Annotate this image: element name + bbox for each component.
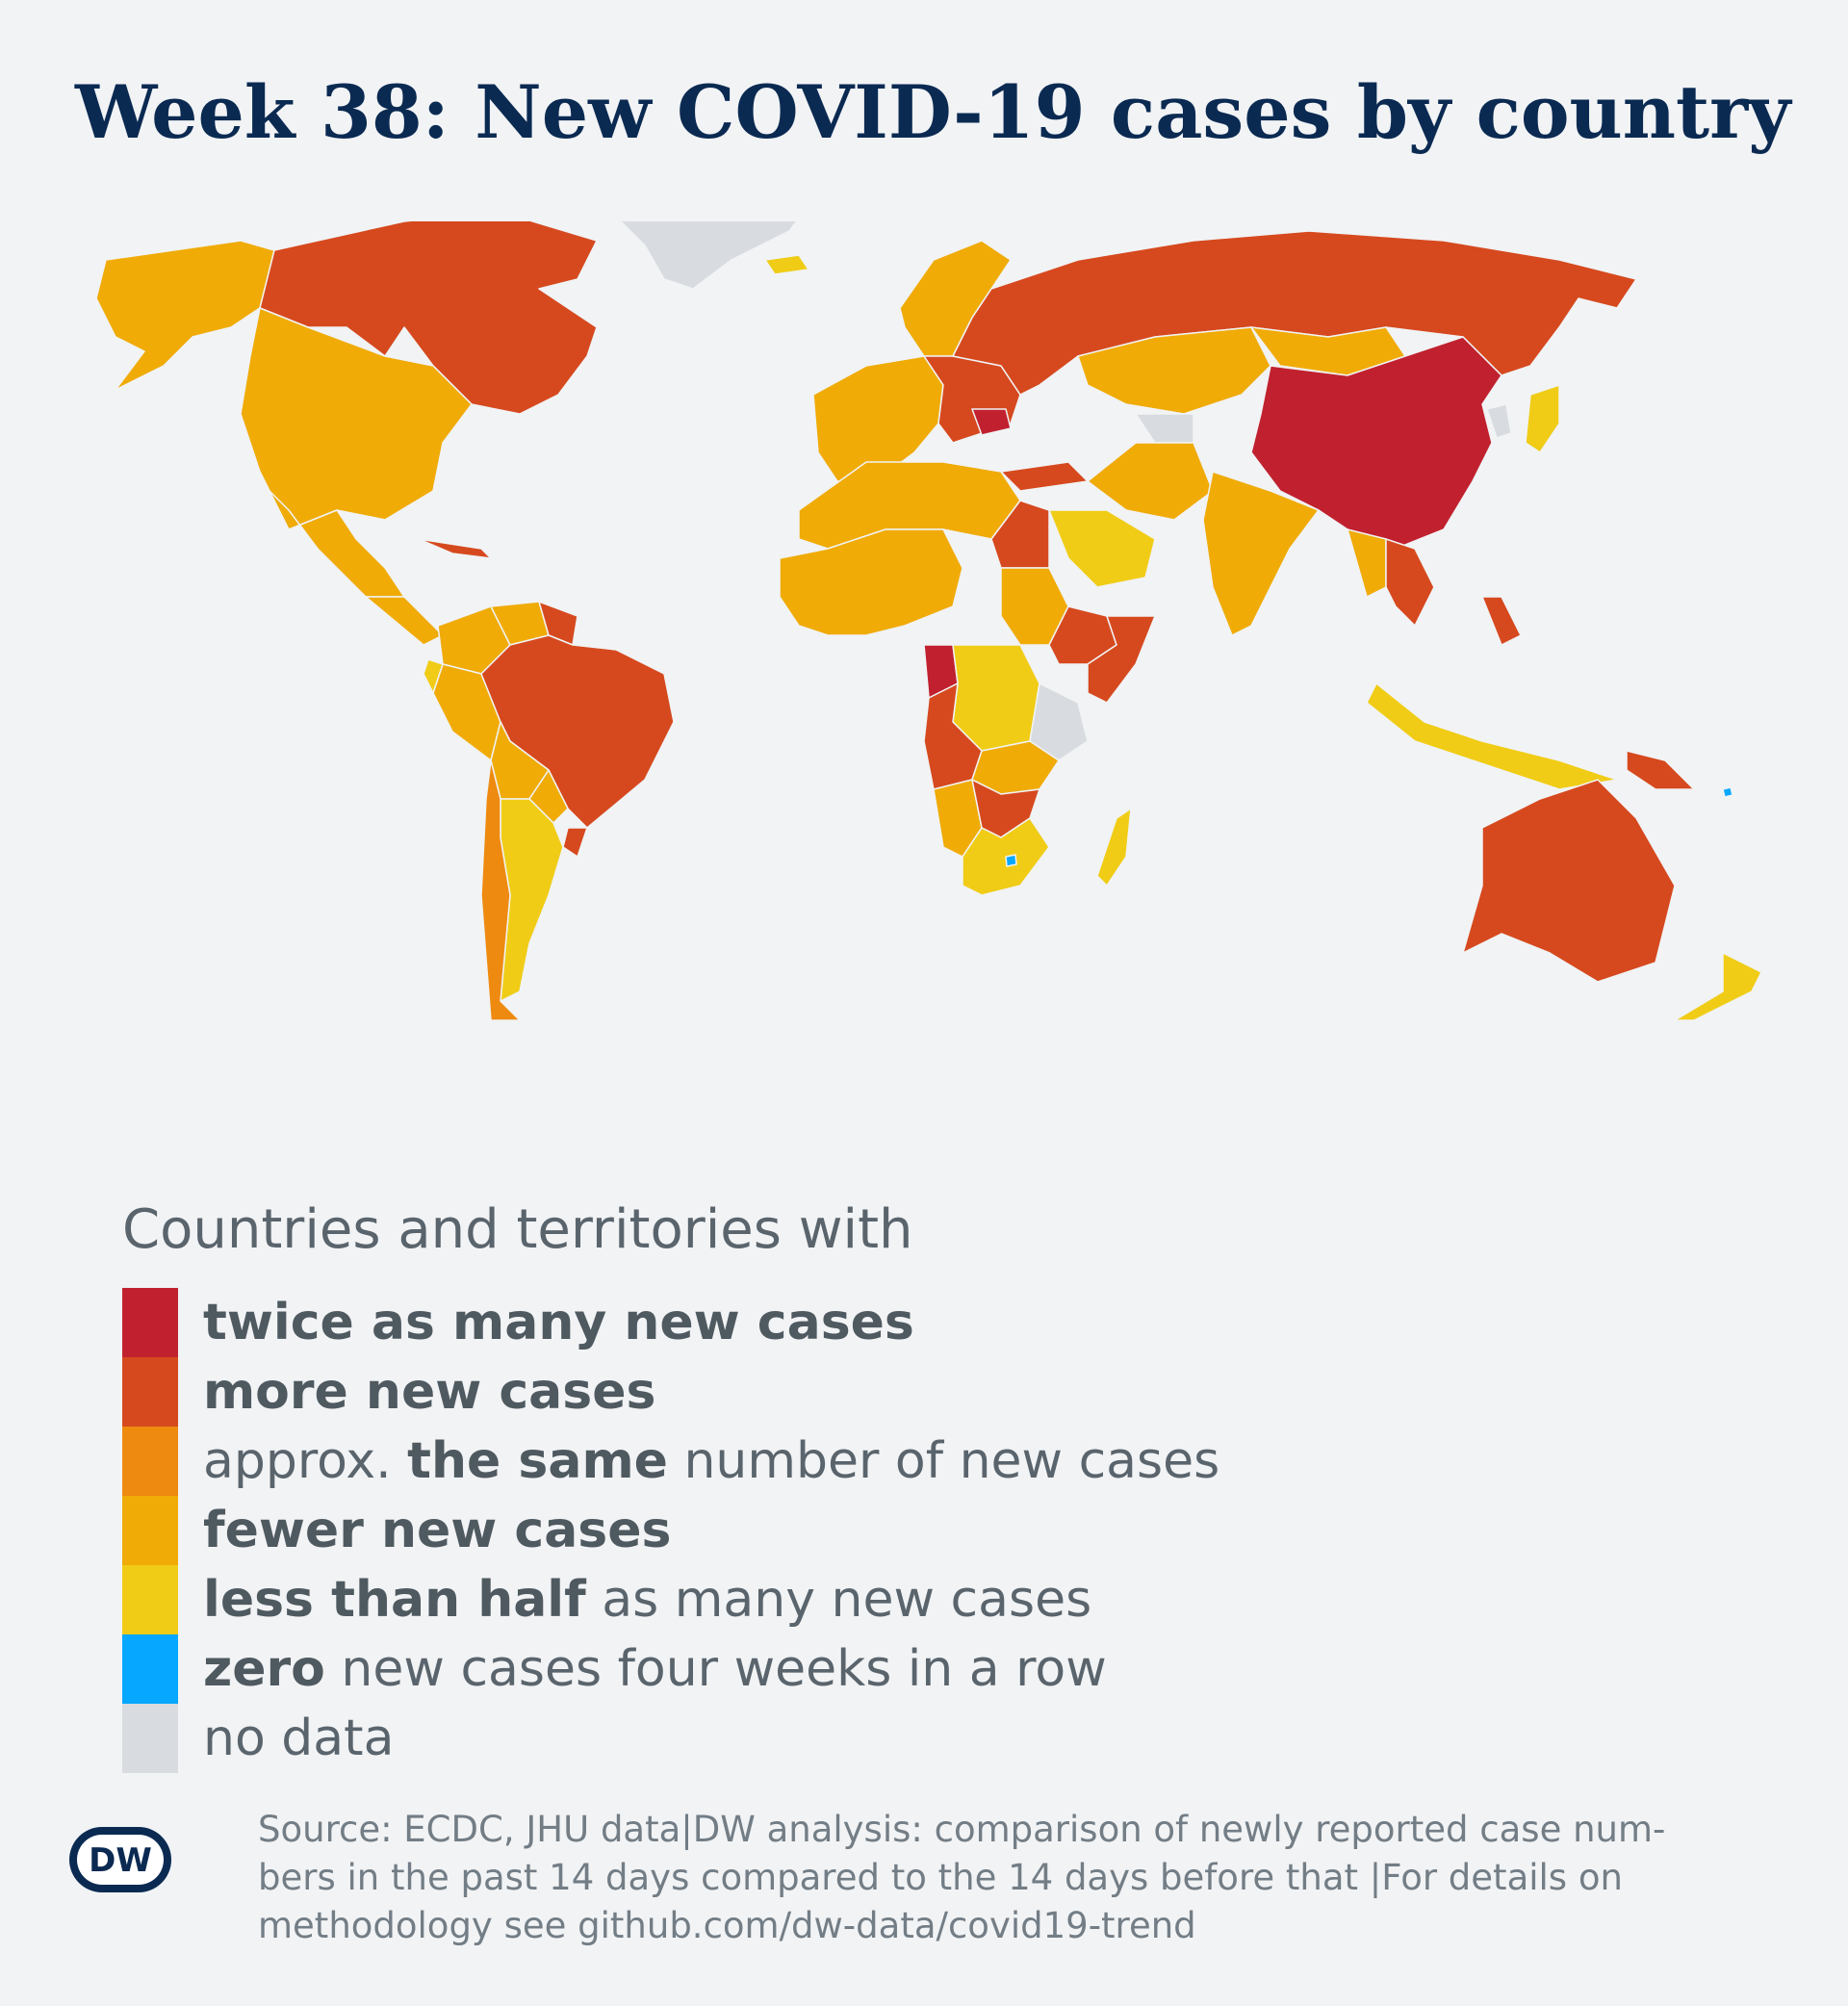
region-chile [480,759,521,1021]
legend-swatch [122,1288,178,1357]
source-line: bers in the past 14 days compared to the… [258,1857,1623,1898]
region-india [1202,471,1320,636]
region-somalia [1087,615,1156,704]
legend-label: fewer new cases [203,1502,672,1559]
chart-title: Week 38: New COVID-19 cases by country [75,69,1791,155]
region-russia [952,230,1637,396]
region-alaska [95,240,275,391]
region-west-africa [779,528,963,636]
legend-item-more: more new cases [122,1357,1219,1427]
legend-item-less-half: less than half as many new cases [122,1565,1219,1634]
region-madagascar [1096,808,1132,887]
region-romania [971,408,1012,436]
legend: twice as many new cases more new cases app… [122,1288,1219,1773]
region-philippines [1481,596,1522,646]
region-myanmar [1347,528,1387,598]
region-australia [1462,779,1676,983]
legend-label: zero new cases four weeks in a row [203,1640,1107,1698]
region-western-europe [812,355,944,482]
legend-item-no-data: no data [122,1704,1219,1773]
legend-swatch [122,1427,178,1496]
legend-heading: Countries and territories with [122,1198,913,1261]
legend-label: no data [203,1710,395,1767]
region-canada [259,221,598,415]
legend-item-zero: zero new cases four weeks in a row [122,1634,1219,1704]
legend-label: more new cases [203,1363,656,1421]
legend-swatch [122,1565,178,1634]
region-united-states [240,307,473,530]
region-turkey [1000,461,1089,492]
region-iceland [764,254,809,275]
region-cuba [418,538,492,559]
legend-swatch [122,1704,178,1773]
region-greenland [619,221,798,290]
legend-item-twice: twice as many new cases [122,1288,1219,1357]
legend-item-fewer: fewer new cases [122,1496,1219,1565]
region-central-america [365,596,444,646]
source-line: methodology see github.com/dw-data/covid… [258,1905,1196,1946]
region-papua-new-guinea [1626,750,1695,790]
legend-label: twice as many new cases [203,1294,914,1351]
region-saudi-arabia [1048,509,1156,588]
source-line: Source: ECDC, JHU data|DW analysis: comp… [258,1809,1666,1850]
region-lesotho [1005,854,1017,867]
legend-label: less than half as many new cases [203,1571,1092,1629]
world-map [95,221,1762,1021]
region-indochina [1385,538,1435,627]
region-new-zealand [1674,952,1762,1021]
region-ecuador [423,658,444,694]
source-note: Source: ECDC, JHU data|DW analysis: comp… [258,1806,1798,1950]
region-turkmenistan [1135,413,1194,444]
region-kazakhstan [1077,326,1271,415]
region-uruguay [562,827,588,858]
region-egypt [990,500,1050,569]
legend-swatch [122,1357,178,1427]
region-japan [1525,384,1560,453]
region-korea [1486,403,1512,439]
dw-logo-text: DW [89,1841,152,1880]
legend-swatch [122,1634,178,1704]
legend-item-same: approx. the same number of new cases [122,1427,1219,1496]
region-indonesia [1366,682,1618,790]
legend-swatch [122,1496,178,1565]
region-china [1250,336,1502,550]
legend-label: approx. the same number of new cases [203,1432,1220,1490]
dw-logo: DW [69,1827,171,1892]
region-pacific-islands [1722,786,1733,798]
region-iran [1087,442,1214,521]
